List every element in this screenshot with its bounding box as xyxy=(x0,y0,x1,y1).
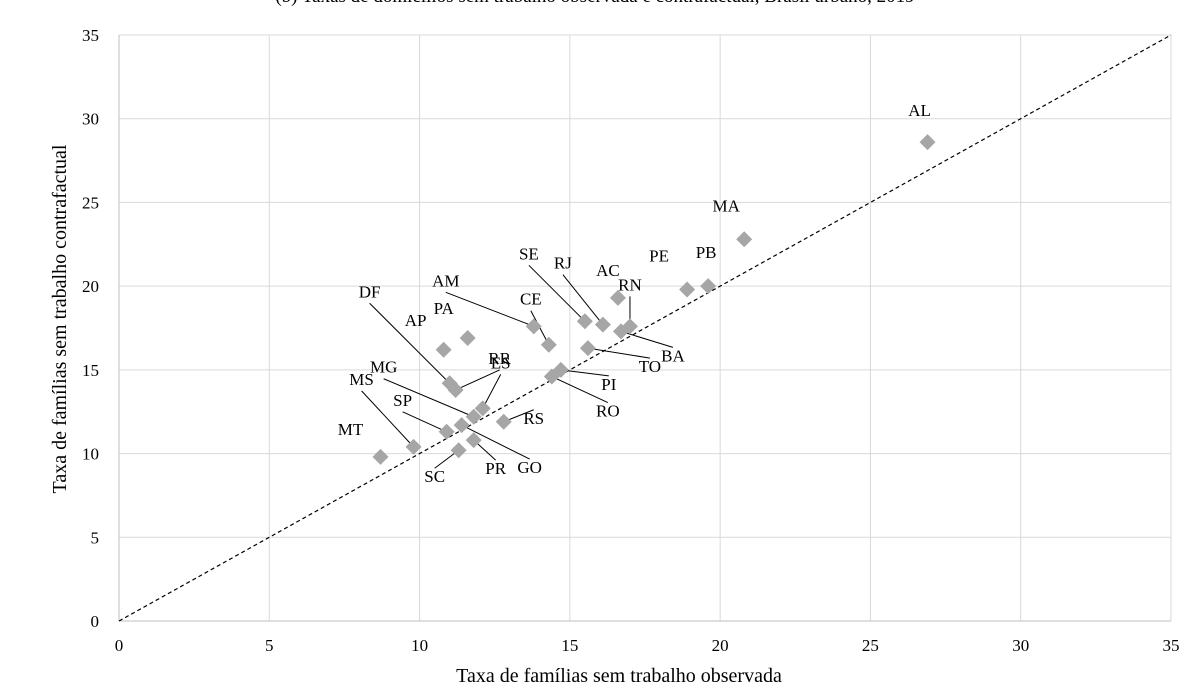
data-points xyxy=(372,134,936,465)
x-tick-label: 35 xyxy=(1163,636,1180,655)
point-label: AL xyxy=(908,101,931,120)
data-point-pe xyxy=(679,281,696,298)
y-tick-label: 5 xyxy=(91,528,100,547)
data-point-pa xyxy=(459,330,476,347)
point-label: RS xyxy=(523,409,544,428)
point-label: RN xyxy=(618,275,642,294)
point-label: ES xyxy=(491,353,511,372)
point-label: AP xyxy=(405,311,427,330)
y-tick-label: 10 xyxy=(82,445,99,464)
data-point-rr xyxy=(447,381,464,398)
leader-line xyxy=(528,264,586,322)
point-label: AM xyxy=(432,271,459,290)
data-point-mt xyxy=(372,448,389,465)
data-point-mg xyxy=(465,408,482,425)
data-point-pr xyxy=(465,432,482,449)
data-point-ms xyxy=(405,438,422,455)
data-point-rj xyxy=(594,316,611,333)
x-tick-label: 15 xyxy=(561,636,578,655)
leader-line xyxy=(562,274,604,325)
y-tick-label: 25 xyxy=(82,193,99,212)
leader-lines xyxy=(361,264,674,469)
leader-line xyxy=(361,390,414,448)
data-point-sp xyxy=(438,423,455,440)
x-tick-label: 20 xyxy=(712,636,729,655)
x-tick-label: 30 xyxy=(1012,636,1029,655)
leader-line xyxy=(482,374,502,409)
point-label: GO xyxy=(517,458,542,477)
point-label: RJ xyxy=(554,254,572,273)
point-label: BA xyxy=(661,346,685,365)
point-label: PR xyxy=(485,459,506,478)
leader-line xyxy=(445,291,534,327)
x-tick-label: 25 xyxy=(862,636,879,655)
data-point-sc xyxy=(450,442,467,459)
data-point-rs xyxy=(495,413,512,430)
data-point-ro xyxy=(543,368,560,385)
leader-line xyxy=(461,424,530,460)
reference-line-group xyxy=(118,34,1172,622)
leader-line xyxy=(587,347,650,359)
reference-line xyxy=(118,34,1172,622)
point-label: SE xyxy=(519,244,539,263)
point-label: AC xyxy=(596,261,620,280)
grid xyxy=(119,34,1172,621)
data-point-se xyxy=(576,313,593,330)
point-label: PA xyxy=(434,299,455,318)
data-point-es xyxy=(474,400,491,417)
leader-line xyxy=(455,369,500,391)
point-label: CE xyxy=(520,290,542,309)
leader-line xyxy=(560,369,609,377)
data-point-pb xyxy=(700,278,717,295)
data-point-ap xyxy=(435,341,452,358)
point-label: PE xyxy=(649,246,669,265)
point-label: RR xyxy=(488,349,511,368)
x-tick-label: 5 xyxy=(265,636,274,655)
y-tick-label: 30 xyxy=(82,110,99,129)
data-point-ac xyxy=(609,289,626,306)
point-label: PI xyxy=(601,375,616,394)
point-label: MS xyxy=(349,370,374,389)
leader-line xyxy=(383,378,474,418)
leader-line xyxy=(620,330,674,348)
data-point-ba xyxy=(612,323,629,340)
y-tick-label: 20 xyxy=(82,277,99,296)
point-label: MT xyxy=(338,420,364,439)
point-label: TO xyxy=(639,357,661,376)
data-point-am xyxy=(525,318,542,335)
data-point-al xyxy=(919,134,936,151)
x-axis-label: Taxa de famílias sem trabalho observada xyxy=(456,665,782,686)
leader-line xyxy=(551,376,609,404)
point-label: MG xyxy=(370,358,397,377)
point-label: SC xyxy=(424,467,445,486)
x-tick-label: 10 xyxy=(411,636,428,655)
data-point-ce xyxy=(540,336,557,353)
leader-line xyxy=(402,411,447,433)
point-label: DF xyxy=(359,282,381,301)
point-label: PB xyxy=(696,243,717,262)
axes: 0 5 10 15 20 25 30 35 0 5 10 15 20 25 30 35 xyxy=(82,26,1180,655)
y-tick-label: 15 xyxy=(82,361,99,380)
point-label: SP xyxy=(393,391,412,410)
y-tick-label: 0 xyxy=(91,612,100,631)
chart-title: (b) Taxas de domicílios sem trabalho obs… xyxy=(0,0,1190,8)
data-point-to xyxy=(579,340,596,357)
point-label: RO xyxy=(596,402,620,421)
y-axis-label: Taxa de famílias sem trabalho contrafact… xyxy=(49,144,71,493)
data-point-ma xyxy=(736,231,753,248)
data-point-go xyxy=(453,417,470,434)
point-label: MA xyxy=(712,196,740,215)
x-tick-label: 0 xyxy=(115,636,124,655)
leader-line xyxy=(369,302,450,384)
y-tick-label: 35 xyxy=(82,26,99,45)
